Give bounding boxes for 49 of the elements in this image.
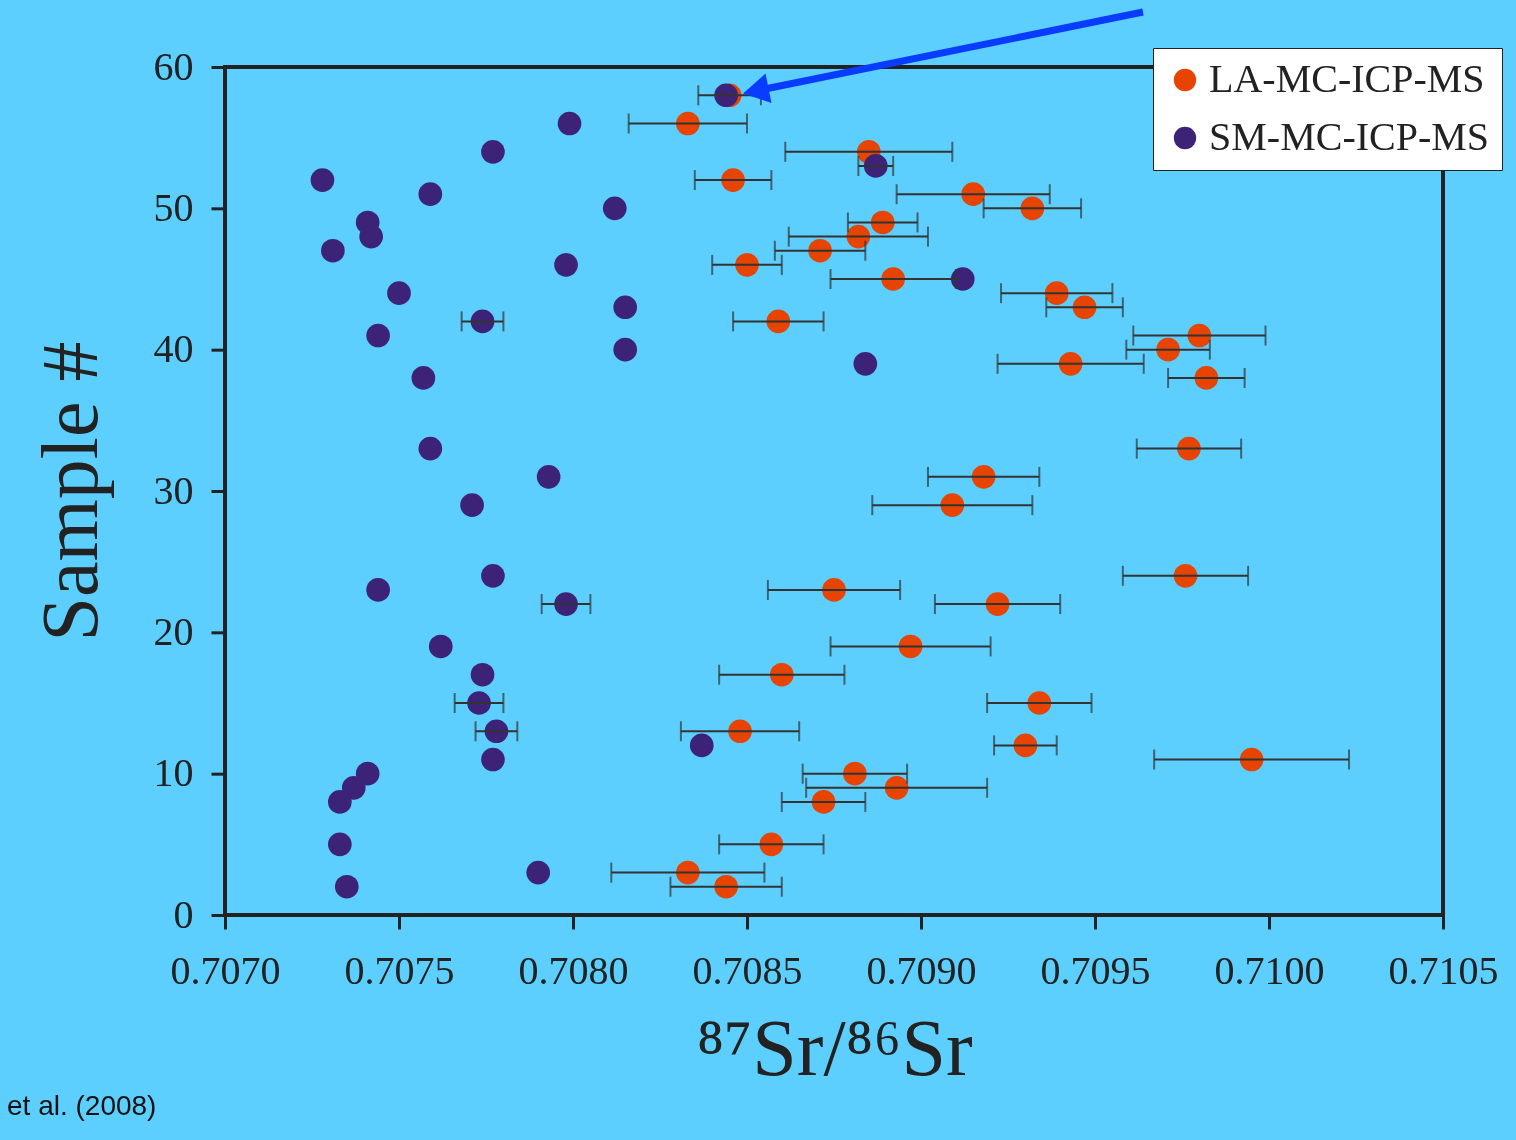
x-axis-title: ⁸⁷Sr/⁸⁶Sr — [696, 1003, 973, 1092]
point — [328, 790, 352, 814]
point — [411, 366, 436, 390]
y-axis-title: Sample # — [25, 341, 114, 642]
point — [387, 281, 411, 305]
y-tick-label: 60 — [153, 43, 194, 89]
point — [853, 351, 878, 376]
y-tick-label: 0 — [173, 891, 194, 937]
point — [536, 465, 561, 489]
point — [557, 111, 582, 136]
legend-label: SM-MC-ICP-MS — [1209, 114, 1490, 159]
y-tick-label: 20 — [153, 608, 194, 654]
x-tick-label: 0.7070 — [170, 947, 281, 993]
point — [602, 196, 627, 221]
x-tick-label: 0.7080 — [518, 947, 629, 993]
point — [355, 761, 380, 786]
y-tick-label: 50 — [153, 184, 194, 230]
point — [321, 238, 345, 263]
point — [366, 578, 390, 602]
y-tick-label: 10 — [153, 750, 194, 796]
x-tick-label: 0.7100 — [1214, 947, 1325, 993]
point — [481, 139, 505, 164]
point — [334, 874, 359, 899]
point — [470, 662, 495, 687]
y-tick-label: 40 — [153, 326, 194, 372]
point — [526, 860, 551, 885]
x-tick-label: 0.7075 — [344, 947, 455, 993]
legend-label: LA-MC-ICP-MS — [1209, 56, 1485, 101]
point — [328, 832, 352, 857]
point — [689, 733, 714, 758]
point — [359, 224, 383, 249]
x-tick-label: 0.7085 — [692, 947, 803, 993]
x-tick-label: 0.7090 — [866, 947, 977, 993]
point — [428, 634, 453, 659]
point — [310, 168, 335, 192]
point — [366, 323, 390, 348]
point — [554, 253, 578, 277]
x-tick-label: 0.7105 — [1388, 947, 1499, 993]
point — [613, 295, 638, 320]
point — [460, 493, 484, 517]
point — [481, 747, 505, 772]
point — [341, 775, 366, 800]
point — [418, 436, 443, 461]
point — [418, 182, 443, 207]
x-tick-label: 0.7095 — [1040, 947, 1151, 993]
text: et al. (2008) — [7, 1090, 157, 1121]
y-tick-label: 30 — [153, 467, 194, 513]
point — [613, 337, 638, 362]
point — [481, 563, 505, 588]
